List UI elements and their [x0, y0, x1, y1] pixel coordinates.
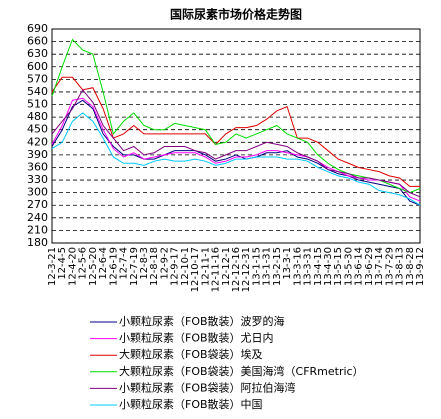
y-tick-label: 450 — [27, 123, 48, 136]
y-tick-label: 390 — [27, 148, 48, 161]
x-tick-label: 13-7-29 — [384, 247, 395, 286]
x-tick-label: 12-8-3 — [139, 247, 150, 280]
x-tick-label: 12-10-17 — [190, 247, 201, 292]
y-tick-label: 630 — [27, 47, 48, 60]
x-tick-label: 13-5-15 — [333, 247, 344, 286]
x-tick-label: 12-3-21 — [47, 247, 58, 286]
x-tick-label: 13-9-12 — [415, 247, 426, 286]
x-tick-label: 12-6-4 — [98, 247, 109, 280]
x-tick-label: 12-11-1 — [200, 247, 211, 286]
legend-label: 小颗粒尿素（FOB散装）波罗的海 — [119, 314, 285, 328]
series-line — [51, 97, 421, 202]
x-tick-label: 12-5-6 — [78, 247, 89, 280]
series-line — [51, 76, 420, 187]
legend-label: 大颗粒尿素（FOB袋装）埃及 — [119, 347, 263, 361]
x-tick-label: 12-8-18 — [149, 247, 160, 286]
y-tick-label: 300 — [27, 186, 48, 199]
y-tick-label: 180 — [27, 236, 48, 249]
series-line — [51, 112, 421, 206]
series-line — [51, 88, 421, 198]
x-tick-label: 13-3-16 — [292, 247, 303, 286]
series-line — [51, 38, 421, 194]
x-tick-label: 13-1-15 — [251, 247, 262, 286]
y-tick-label: 660 — [27, 35, 48, 48]
y-tick-label: 540 — [27, 85, 48, 98]
plot-frame — [51, 28, 421, 244]
y-tick-label: 690 — [27, 22, 48, 35]
x-tick-label: 13-7-14 — [374, 247, 385, 286]
x-tick-label: 13-8-28 — [405, 247, 416, 286]
x-tick-label: 13-1-31 — [262, 247, 273, 286]
x-tick-label: 13-4-15 — [313, 247, 324, 286]
y-tick-label: 210 — [27, 223, 48, 236]
x-tick-label: 12-12-31 — [241, 247, 252, 292]
y-tick-label: 570 — [27, 72, 48, 85]
x-tick-label: 12-11-16 — [211, 247, 222, 292]
x-tick-label: 12-4-20 — [67, 247, 78, 286]
x-tick-label: 12-9-17 — [170, 247, 181, 286]
x-tick-label: 12-12-16 — [231, 247, 242, 292]
x-tick-label: 13-2-15 — [272, 247, 283, 286]
x-tick-label: 13-4-30 — [323, 247, 334, 286]
chart-title: 国际尿素市场价格走势图 — [170, 7, 302, 22]
x-tick-label: 13-8-13 — [395, 247, 406, 286]
x-tick-label: 12-7-4 — [119, 247, 130, 280]
legend-label: 小颗粒尿素（FOB散装）中国 — [119, 397, 263, 411]
x-tick-label: 13-5-30 — [343, 247, 354, 286]
x-tick-label: 12-9-2 — [159, 247, 170, 280]
y-tick-label: 480 — [27, 110, 48, 123]
legend-label: 大颗粒尿素（FOB袋装）美国海湾（CFRmetric） — [119, 364, 364, 378]
legend-label: 小颗粒尿素（FOB散装）尤日内 — [119, 331, 274, 345]
y-tick-label: 270 — [27, 198, 48, 211]
x-tick-label: 12-7-19 — [129, 247, 140, 286]
y-tick-label: 240 — [27, 211, 48, 224]
y-tick-label: 420 — [27, 135, 48, 148]
x-tick-label: 12-12-1 — [221, 247, 232, 286]
y-tick-label: 510 — [27, 98, 48, 111]
x-tick-label: 13-3-1 — [282, 247, 293, 280]
y-tick-label: 330 — [27, 173, 48, 186]
x-tick-label: 12-6-19 — [108, 247, 119, 286]
x-tick-label: 12-4-5 — [57, 247, 68, 280]
x-tick-label: 13-6-29 — [364, 247, 375, 286]
x-tick-label: 12-5-20 — [88, 247, 99, 286]
y-tick-label: 360 — [27, 160, 48, 173]
x-tick-label: 13-3-31 — [303, 247, 314, 286]
y-tick-label: 600 — [27, 60, 48, 73]
x-tick-label: 13-6-14 — [354, 247, 365, 286]
legend-label: 小颗粒尿素（FOB袋装）阿拉伯海湾 — [119, 380, 296, 394]
series-line — [51, 99, 421, 206]
x-tick-label: 12-10-1 — [180, 247, 191, 286]
